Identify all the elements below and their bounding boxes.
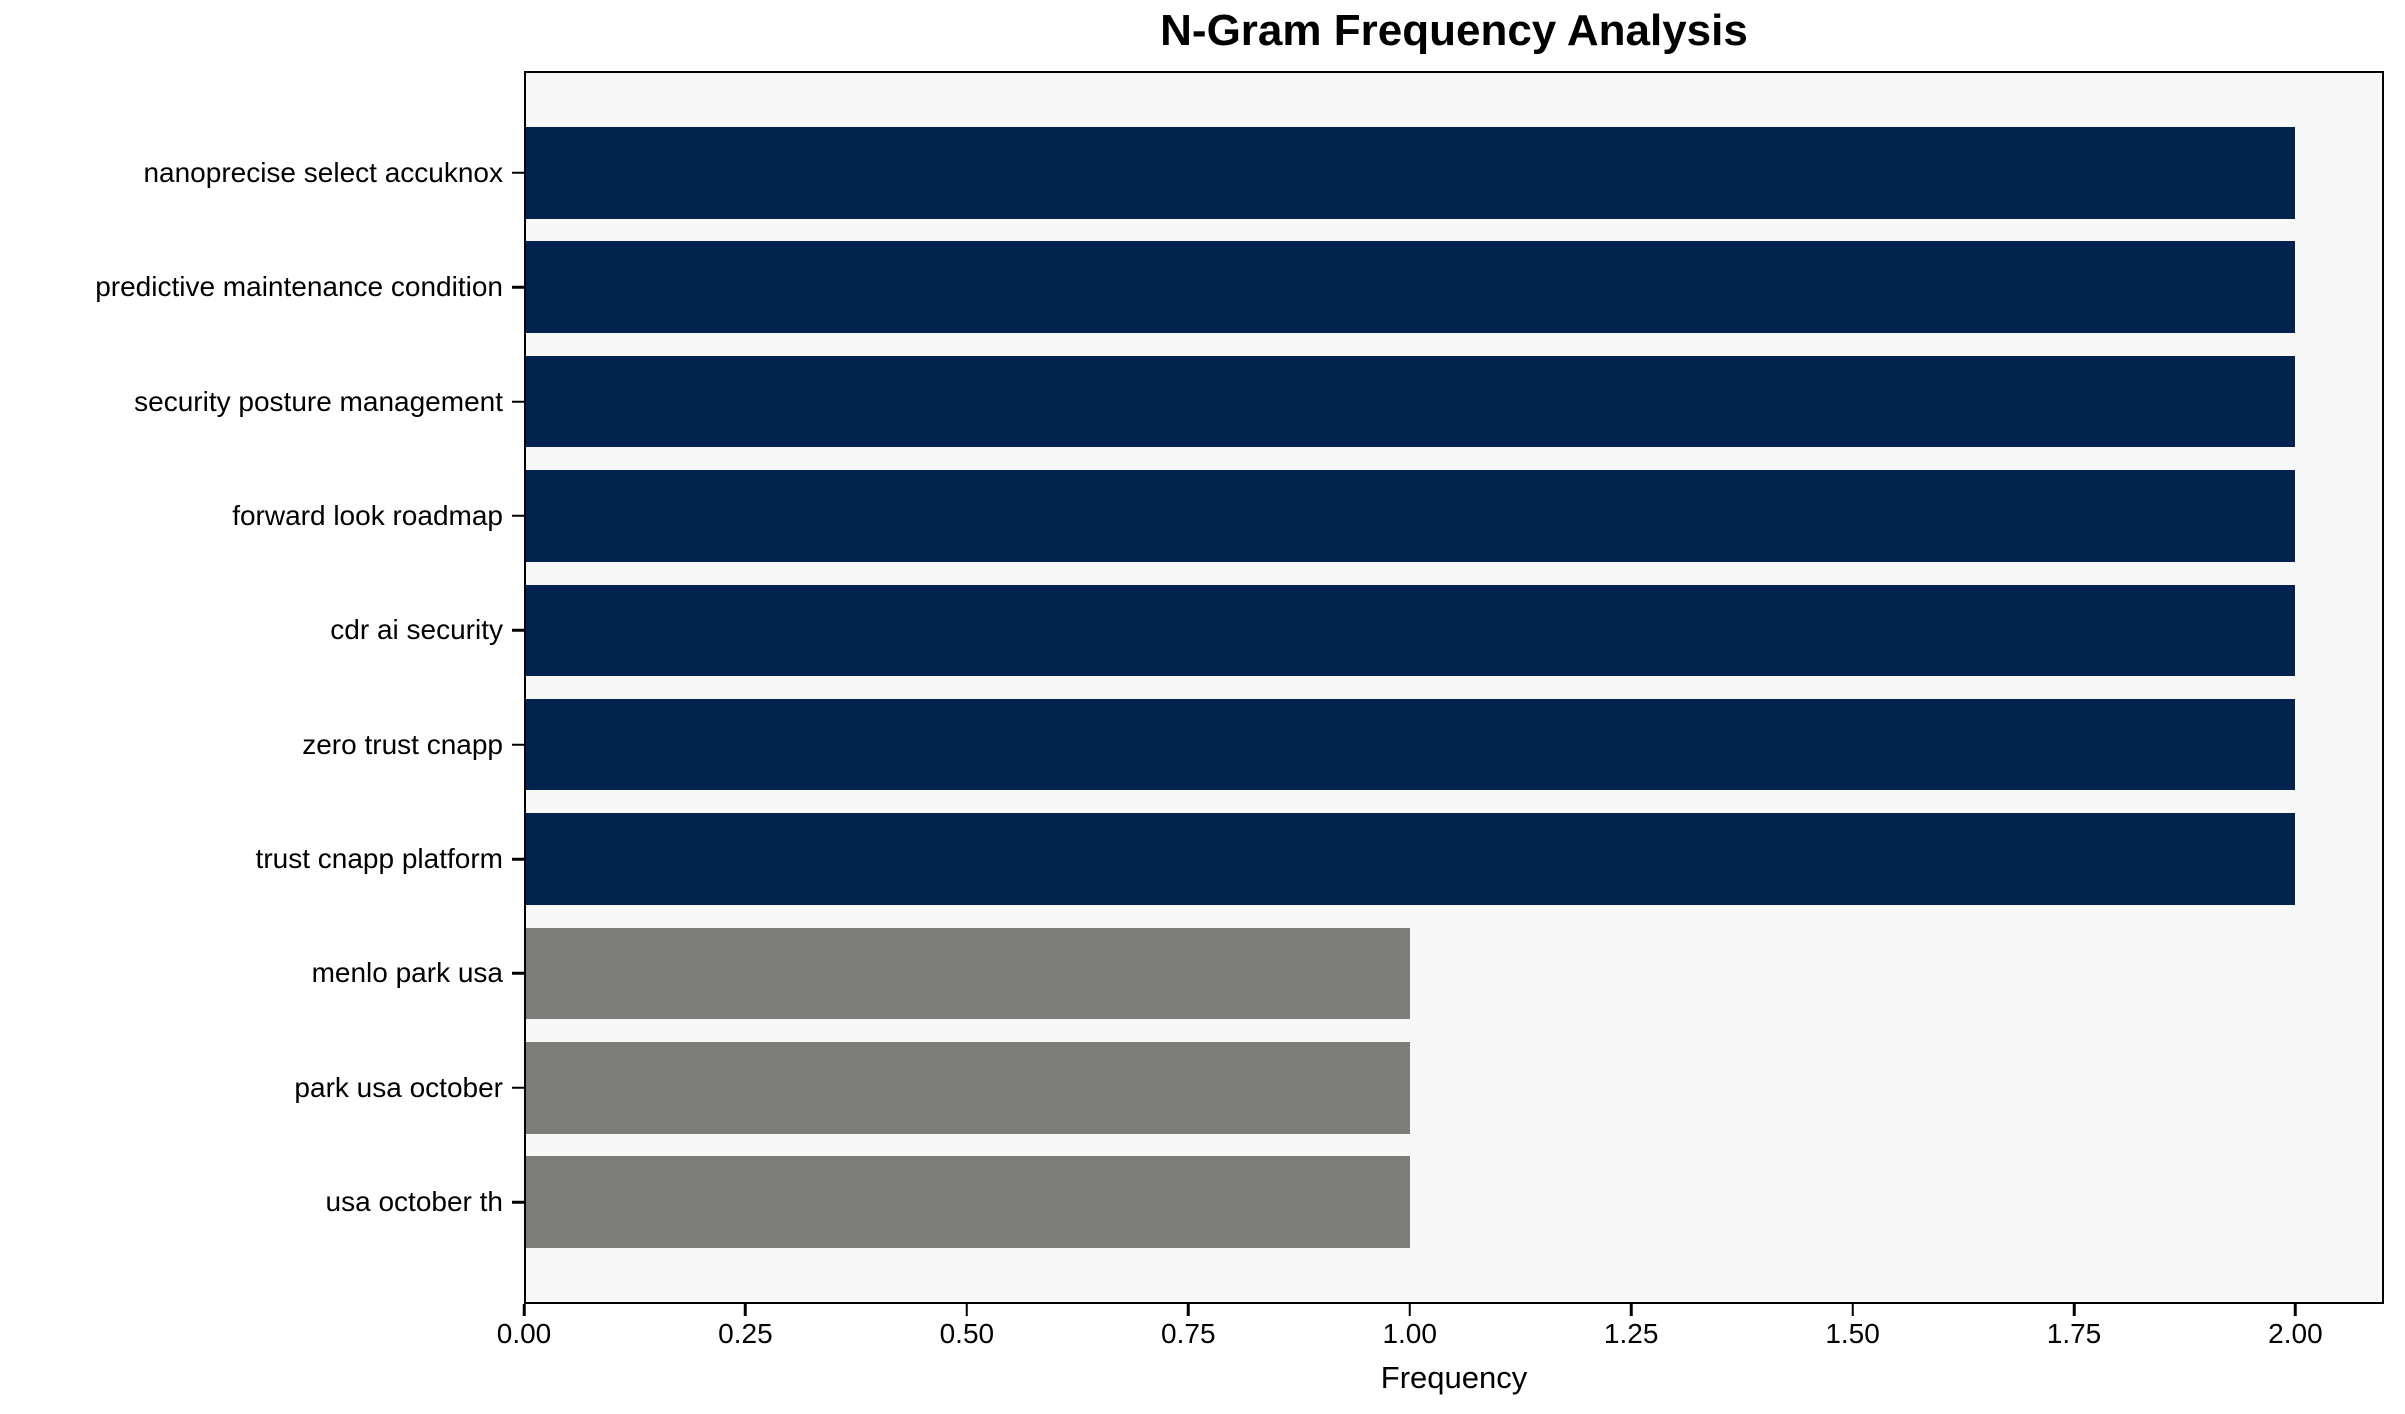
x-tick-label: 1.25 — [1603, 1318, 1659, 1349]
x-tick-label: 1.50 — [1825, 1318, 1880, 1349]
y-tick-label: security posture management — [134, 385, 503, 417]
x-axis-label: Frequency — [1380, 1360, 1528, 1395]
bar-cdr-ai-security — [524, 584, 2296, 677]
y-tick-mark — [512, 857, 524, 861]
y-tick-label: menlo park usa — [311, 957, 503, 989]
x-tick-label: 1.75 — [2046, 1318, 2102, 1349]
bar-park-usa-october — [524, 1042, 1410, 1134]
y-tick-mark — [512, 972, 524, 975]
y-tick-mark — [512, 400, 524, 403]
y-tick-label: zero trust cnapp — [302, 728, 503, 760]
bar-zero-trust-cnapp — [524, 698, 2296, 791]
x-tick-label: 0.75 — [1161, 1318, 1216, 1349]
y-tick-label: usa october th — [325, 1186, 503, 1218]
y-tick-mark — [512, 171, 524, 175]
x-tick-label: 2.00 — [2268, 1318, 2323, 1349]
y-tick-mark — [512, 1086, 524, 1090]
x-tick-label: 0.00 — [496, 1318, 552, 1349]
y-tick-mark — [512, 514, 524, 518]
y-tick-label: cdr ai security — [330, 614, 503, 646]
y-tick-mark — [512, 743, 524, 746]
y-tick-mark — [512, 1200, 524, 1204]
bar-forward-look-roadmap — [524, 470, 2296, 562]
x-tick-mark — [1408, 1304, 1411, 1316]
plot-area — [524, 71, 2384, 1304]
x-tick-mark — [522, 1304, 526, 1316]
bar-nanoprecise-select-accuknox — [524, 127, 2296, 219]
bar-trust-cnapp-platform — [524, 813, 2296, 905]
x-tick-mark — [1629, 1304, 1633, 1316]
x-tick-mark — [965, 1304, 969, 1316]
y-tick-label: park usa october — [294, 1071, 503, 1103]
x-tick-label: 0.25 — [718, 1318, 773, 1349]
x-tick-mark — [1851, 1304, 1854, 1316]
chart-title: N-Gram Frequency Analysis — [1160, 6, 1748, 55]
bar-predictive-maintenance-condition — [524, 241, 2296, 333]
x-tick-label: 1.00 — [1382, 1318, 1437, 1349]
x-tick-mark — [2294, 1304, 2297, 1316]
bar-usa-october-th — [524, 1156, 1410, 1248]
y-tick-label: forward look roadmap — [232, 499, 503, 531]
bar-security-posture-management — [524, 355, 2296, 448]
x-tick-mark — [744, 1304, 747, 1316]
x-tick-mark — [2072, 1304, 2076, 1316]
y-tick-label: predictive maintenance condition — [95, 271, 503, 303]
y-tick-label: trust cnapp platform — [255, 843, 503, 875]
x-tick-label: 0.50 — [939, 1318, 995, 1349]
y-tick-mark — [512, 629, 524, 632]
x-tick-mark — [1187, 1304, 1190, 1316]
bar-menlo-park-usa — [524, 927, 1410, 1020]
y-tick-label: nanoprecise select accuknox — [143, 156, 503, 188]
y-tick-mark — [512, 285, 524, 289]
